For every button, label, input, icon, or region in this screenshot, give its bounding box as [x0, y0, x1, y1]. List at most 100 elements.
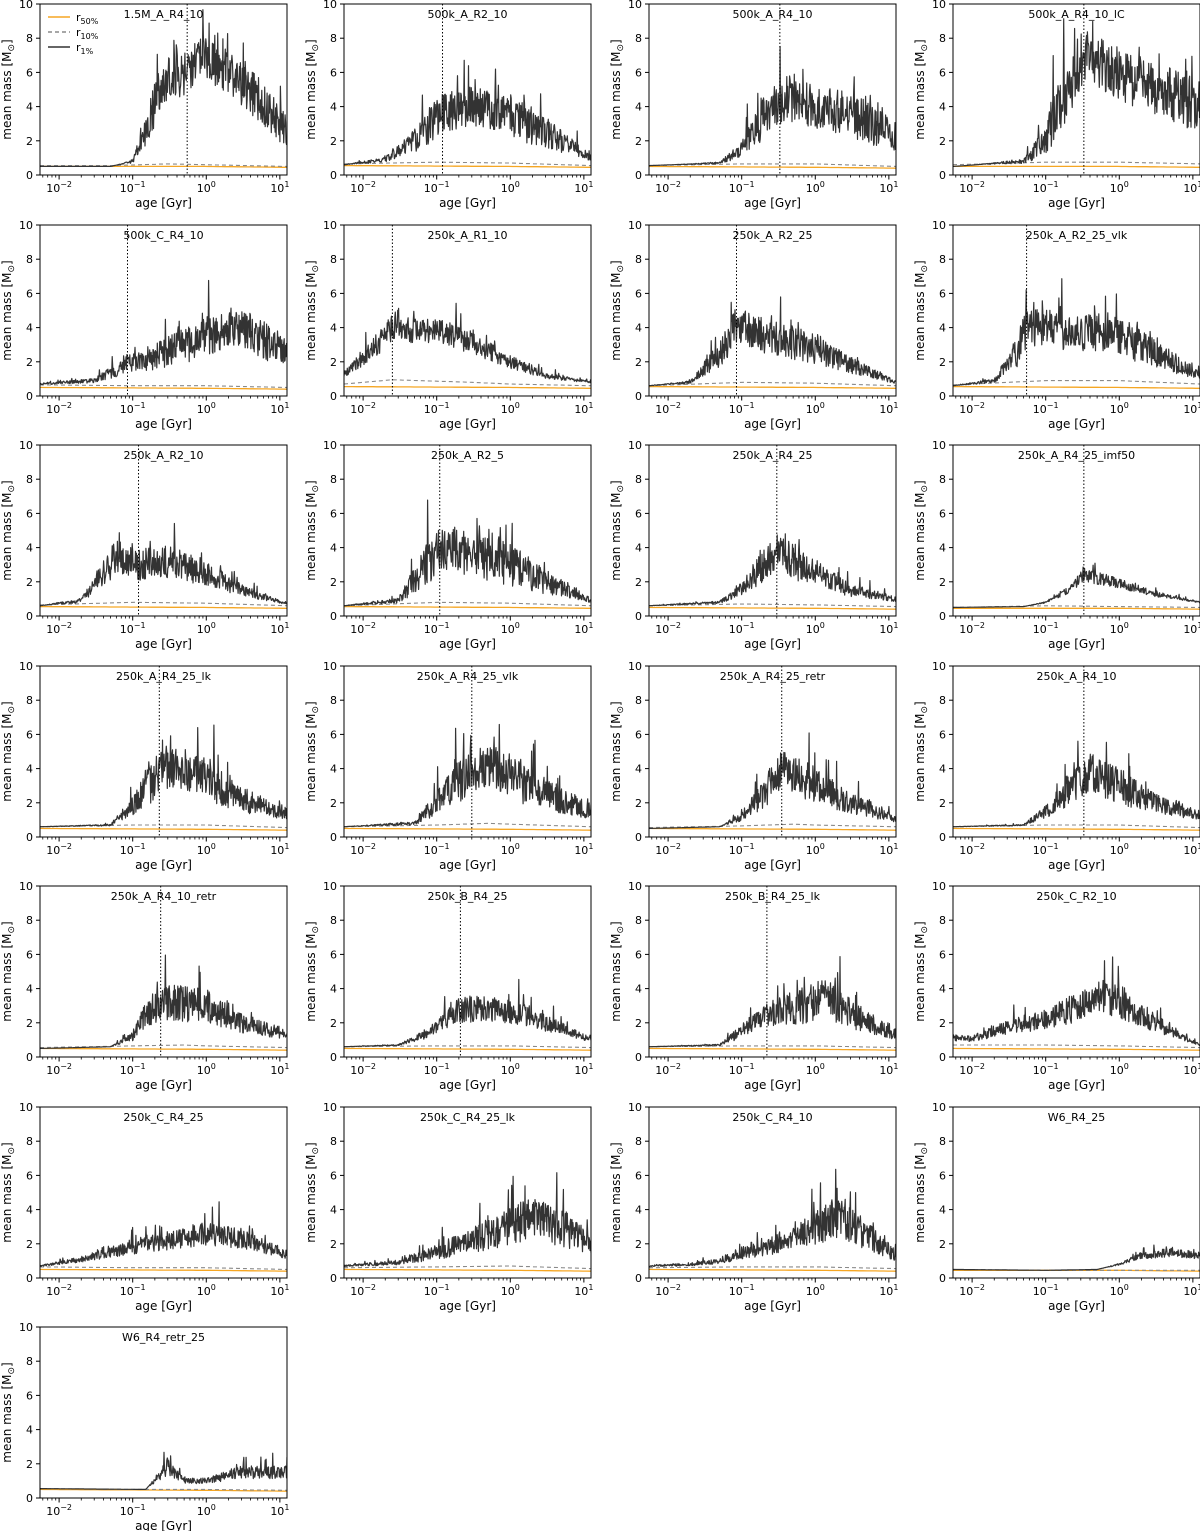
x-tick-label: 10−2: [350, 1062, 376, 1077]
x-tick-label: 10−2: [350, 1283, 376, 1298]
y-tick-label: 6: [26, 728, 33, 741]
x-tick-label: 10−1: [424, 180, 450, 195]
y-tick-label: 6: [26, 1389, 33, 1402]
x-tick-label: 100: [806, 1062, 825, 1077]
y-tick-label: 2: [939, 135, 946, 148]
x-tick-label: 100: [197, 401, 216, 416]
series-line-r50: [40, 827, 287, 831]
series-line-r1: [649, 732, 896, 829]
y-tick-label: 0: [330, 610, 337, 623]
y-axis-label: mean mass [M⊙]: [0, 1362, 17, 1462]
series-line-r10: [344, 1265, 591, 1270]
series-line-r50: [40, 605, 287, 609]
y-tick-label: 2: [939, 797, 946, 810]
x-tick-label: 101: [1183, 842, 1200, 857]
x-axis-label: age [Gyr]: [439, 1299, 496, 1313]
y-tick-label: 0: [330, 1051, 337, 1064]
series-line-r1: [953, 18, 1200, 167]
plot-frame: [39, 1326, 288, 1499]
subplot-title: 250k_B_R4_25: [427, 890, 507, 903]
series-line-r10: [649, 1266, 896, 1270]
y-tick-label: 6: [939, 66, 946, 79]
y-axis-label: mean mass [M⊙]: [913, 1142, 930, 1242]
subplot-title: 250k_A_R2_10: [123, 449, 203, 462]
y-tick-label: 10: [628, 439, 642, 452]
series-line-r50: [953, 1047, 1200, 1051]
y-tick-label: 2: [330, 1017, 337, 1030]
subplot: 0 2 4 6 8 10 10−2 10−1 100 101 250k_A_R2_25_vlkage…: [913, 219, 1200, 431]
series-line-r1: [649, 956, 896, 1048]
y-tick-label: 4: [635, 101, 642, 114]
x-axis-label: age [Gyr]: [1048, 196, 1105, 210]
x-tick-label: 10−1: [424, 401, 450, 416]
x-axis-label: age [Gyr]: [744, 1299, 801, 1313]
y-tick-label: 8: [330, 32, 337, 45]
y-tick-label: 4: [635, 542, 642, 555]
y-axis-label: mean mass [M⊙]: [913, 480, 930, 580]
x-tick-label: 10−1: [729, 842, 755, 857]
y-tick-label: 0: [939, 1272, 946, 1285]
subplot-title: 250k_A_R4_25: [732, 449, 812, 462]
x-tick-label: 101: [1183, 1283, 1200, 1298]
plot-area: [40, 954, 287, 1051]
y-axis-label: mean mass [M⊙]: [0, 1142, 17, 1242]
y-tick-label: 10: [628, 219, 642, 232]
y-tick-label: 10: [628, 880, 642, 893]
x-tick-label: 101: [1183, 180, 1200, 195]
y-tick-label: 4: [26, 322, 33, 335]
plot-frame: [39, 444, 288, 617]
x-tick-label: 10−2: [46, 180, 72, 195]
x-tick-label: 101: [574, 1062, 593, 1077]
series-line-r50: [649, 1268, 896, 1272]
y-tick-label: 10: [932, 880, 946, 893]
plot-area: [649, 296, 896, 389]
x-tick-label: 10−1: [120, 842, 146, 857]
x-tick-label: 10−1: [120, 1283, 146, 1298]
y-axis-label: mean mass [M⊙]: [0, 480, 17, 580]
x-tick-label: 100: [1110, 1283, 1129, 1298]
y-axis-label: mean mass [M⊙]: [304, 1142, 321, 1242]
series-line-r50: [344, 1268, 591, 1272]
plot-area: [40, 1201, 287, 1272]
series-line-r50: [40, 1488, 287, 1492]
y-tick-label: 0: [635, 831, 642, 844]
plot-area: [344, 978, 591, 1051]
y-tick-label: 6: [635, 728, 642, 741]
y-tick-label: 8: [26, 253, 33, 266]
y-tick-label: 0: [939, 390, 946, 403]
plot-area: [344, 1172, 591, 1272]
series-line-r50: [649, 165, 896, 169]
x-tick-label: 100: [197, 180, 216, 195]
x-tick-label: 10−2: [46, 1283, 72, 1298]
x-tick-label: 100: [501, 180, 520, 195]
plot-frame: [648, 224, 897, 397]
y-tick-label: 10: [323, 219, 337, 232]
y-tick-label: 8: [635, 914, 642, 927]
x-tick-label: 100: [501, 1283, 520, 1298]
y-tick-label: 10: [19, 0, 33, 11]
y-axis-label: mean mass [M⊙]: [913, 921, 930, 1021]
y-tick-label: 2: [939, 576, 946, 589]
plot-frame: [343, 885, 592, 1058]
y-tick-label: 8: [635, 473, 642, 486]
subplot-title: 250k_A_R2_25: [732, 229, 812, 242]
x-tick-label: 10−2: [350, 401, 376, 416]
series-line-r1: [953, 956, 1200, 1046]
y-tick-label: 10: [323, 880, 337, 893]
x-tick-label: 10−2: [46, 1062, 72, 1077]
y-tick-label: 4: [939, 542, 946, 555]
series-line-r10: [344, 601, 591, 607]
subplot: 0 2 4 6 8 10 10−2 10−1 100 101 500k_A_R4_10_lCage …: [913, 0, 1200, 210]
y-tick-label: 2: [939, 356, 946, 369]
y-tick-label: 6: [330, 728, 337, 741]
subplot-title: 500k_C_R4_10: [123, 229, 203, 242]
x-axis-label: age [Gyr]: [439, 417, 496, 431]
series-line-r1: [953, 740, 1200, 828]
subplot-title: 250k_A_R4_25_retr: [720, 670, 826, 683]
series-line-r1: [953, 1244, 1200, 1271]
plot-frame: [648, 444, 897, 617]
x-tick-label: 100: [806, 621, 825, 636]
